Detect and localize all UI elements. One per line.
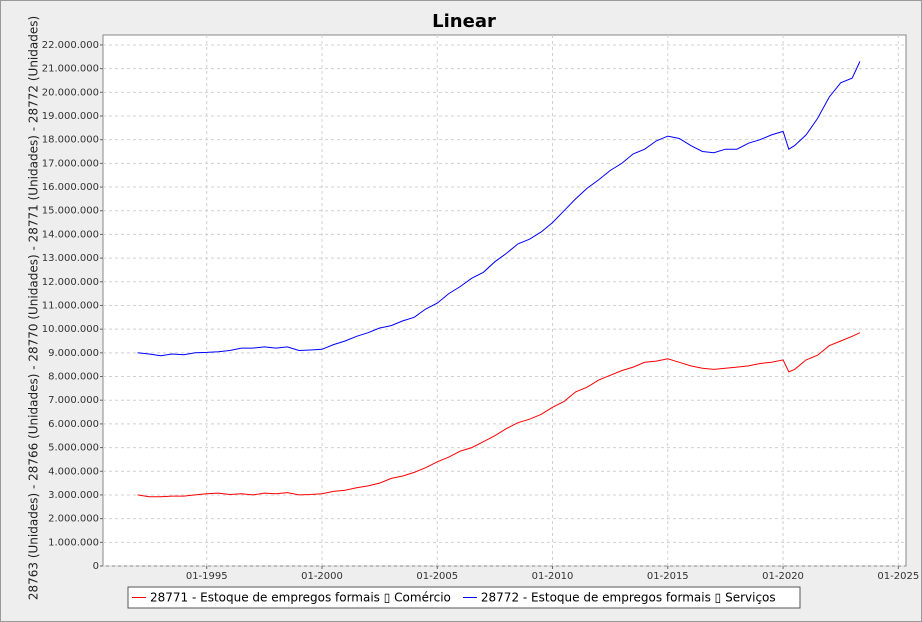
y-tick-label: 12.000.000 — [42, 277, 99, 288]
y-tick-label: 8.000.000 — [48, 372, 99, 383]
y-tick-label: 10.000.000 — [42, 324, 99, 335]
y-tick-label: 11.000.000 — [42, 300, 99, 311]
plot-area — [102, 34, 907, 567]
y-tick-label: 1.000.000 — [48, 537, 99, 548]
y-tick-label: 7.000.000 — [48, 395, 99, 406]
y-tick-label: 14.000.000 — [42, 229, 99, 240]
y-tick-label: 17.000.000 — [42, 158, 99, 169]
series-line — [137, 61, 861, 357]
y-tick-label: 4.000.000 — [48, 466, 99, 477]
y-tick-label: 15.000.000 — [42, 206, 99, 217]
x-tick-label: 01-2005 — [416, 571, 458, 582]
chart-title: Linear — [432, 11, 496, 32]
y-tick-label: 6.000.000 — [48, 419, 99, 430]
y-tick-label: 5.000.000 — [48, 443, 99, 454]
x-tick-label: 01-2000 — [301, 571, 343, 582]
y-tick-label: 0 — [93, 561, 99, 572]
y-tick-label: 16.000.000 — [42, 182, 99, 193]
y-tick-label: 20.000.000 — [42, 87, 99, 98]
y-tick-label: 3.000.000 — [48, 490, 99, 501]
y-tick-label: 19.000.000 — [42, 111, 99, 122]
x-tick-label: 01-1995 — [186, 571, 228, 582]
y-axis-label: 28763 (Unidades) - 28766 (Unidades) - 28… — [27, 16, 41, 600]
legend-label: 28771 - Estoque de empregos formais ▯ Co… — [150, 591, 451, 605]
x-tick-label: 01-2025 — [877, 571, 919, 582]
legend-label: 28772 - Estoque de empregos formais ▯ Se… — [481, 591, 776, 605]
x-tick-label: 01-2010 — [532, 571, 574, 582]
x-tick-label: 01-2015 — [647, 571, 689, 582]
x-tick-label: 01-2020 — [762, 571, 804, 582]
y-tick-label: 2.000.000 — [48, 514, 99, 525]
y-tick-label: 9.000.000 — [48, 348, 99, 359]
y-tick-label: 13.000.000 — [42, 253, 99, 264]
y-tick-label: 21.000.000 — [42, 64, 99, 75]
y-tick-label: 18.000.000 — [42, 135, 99, 146]
series-line — [137, 332, 861, 498]
y-tick-label: 22.000.000 — [42, 40, 99, 51]
